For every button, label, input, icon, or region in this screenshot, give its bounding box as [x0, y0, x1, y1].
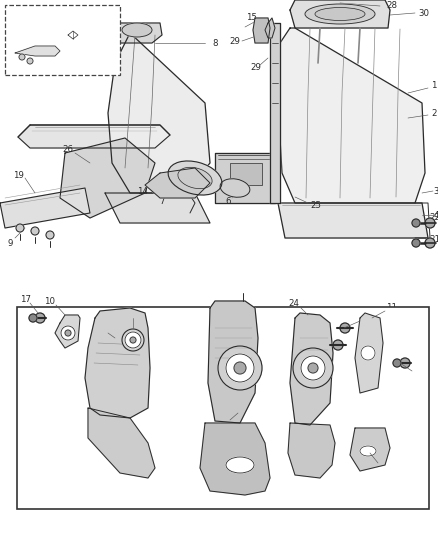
Polygon shape [290, 0, 390, 28]
Text: 20: 20 [363, 312, 374, 321]
Text: 1: 1 [431, 80, 437, 90]
Text: 2: 2 [431, 109, 437, 117]
Polygon shape [145, 168, 210, 198]
Circle shape [61, 326, 75, 340]
Circle shape [46, 231, 54, 239]
Circle shape [340, 323, 350, 333]
Circle shape [16, 224, 24, 232]
Text: 28: 28 [386, 2, 398, 11]
Text: 12: 12 [378, 464, 389, 472]
Text: HOW: HOW [67, 20, 83, 26]
Bar [5, 5, 120, 75]
Text: 23: 23 [127, 309, 138, 318]
Ellipse shape [315, 7, 365, 20]
Ellipse shape [226, 457, 254, 473]
Text: 24: 24 [289, 298, 300, 308]
Circle shape [125, 332, 141, 348]
Circle shape [301, 356, 325, 380]
Polygon shape [0, 188, 90, 228]
Ellipse shape [361, 346, 375, 360]
Polygon shape [115, 23, 162, 43]
Text: 3: 3 [433, 187, 438, 196]
Circle shape [226, 354, 254, 382]
Circle shape [333, 340, 343, 350]
Ellipse shape [168, 161, 222, 195]
Polygon shape [215, 153, 275, 203]
Text: 11: 11 [386, 303, 398, 311]
Text: 25: 25 [311, 201, 321, 211]
Polygon shape [355, 313, 383, 393]
Polygon shape [278, 28, 425, 203]
Circle shape [393, 359, 401, 367]
Polygon shape [253, 18, 270, 43]
Circle shape [29, 314, 37, 322]
Text: 13: 13 [95, 325, 106, 334]
Circle shape [19, 54, 25, 60]
Text: 16: 16 [413, 370, 424, 379]
Circle shape [412, 239, 420, 247]
Text: 4: 4 [433, 211, 438, 220]
Ellipse shape [178, 167, 212, 189]
Polygon shape [85, 308, 150, 418]
Text: 21: 21 [430, 235, 438, 244]
Polygon shape [105, 193, 210, 223]
Ellipse shape [360, 446, 376, 456]
Polygon shape [60, 138, 155, 218]
Text: 17: 17 [21, 295, 32, 303]
Text: 15: 15 [247, 12, 258, 21]
Circle shape [35, 313, 45, 323]
Circle shape [293, 348, 333, 388]
Polygon shape [290, 313, 333, 425]
Text: TO: TO [71, 28, 79, 33]
Polygon shape [350, 428, 390, 471]
Polygon shape [288, 423, 335, 478]
Polygon shape [18, 125, 170, 148]
Polygon shape [88, 408, 155, 478]
Polygon shape [265, 18, 275, 38]
Text: 14: 14 [138, 187, 148, 196]
Text: 29: 29 [251, 63, 261, 72]
Text: 30: 30 [418, 9, 430, 18]
Circle shape [65, 330, 71, 336]
Polygon shape [270, 23, 280, 203]
Text: 19: 19 [13, 171, 24, 180]
Text: 7: 7 [159, 197, 165, 206]
Text: 9: 9 [7, 238, 13, 247]
Text: 5: 5 [209, 187, 215, 196]
Ellipse shape [122, 329, 144, 351]
Text: 26: 26 [63, 144, 74, 154]
Circle shape [412, 219, 420, 227]
Text: 22: 22 [430, 214, 438, 222]
Bar [230, 163, 262, 185]
Polygon shape [208, 301, 258, 423]
Polygon shape [15, 46, 60, 56]
Text: 6: 6 [225, 197, 231, 206]
Ellipse shape [220, 179, 250, 197]
Circle shape [234, 362, 246, 374]
Polygon shape [55, 315, 80, 348]
Text: 30: 30 [123, 28, 134, 36]
Text: 10: 10 [45, 296, 56, 305]
Circle shape [27, 58, 33, 64]
Circle shape [308, 363, 318, 373]
Text: 29: 29 [230, 36, 240, 45]
Polygon shape [278, 203, 428, 238]
Polygon shape [200, 423, 270, 495]
Circle shape [425, 238, 435, 248]
Circle shape [218, 346, 262, 390]
Circle shape [130, 337, 136, 343]
Text: 8: 8 [212, 38, 218, 47]
Ellipse shape [122, 23, 152, 37]
Polygon shape [108, 33, 210, 193]
Circle shape [400, 358, 410, 368]
Circle shape [31, 227, 39, 235]
Circle shape [425, 218, 435, 228]
Ellipse shape [305, 4, 375, 24]
FancyBboxPatch shape [17, 307, 429, 509]
Text: 18: 18 [219, 421, 230, 430]
